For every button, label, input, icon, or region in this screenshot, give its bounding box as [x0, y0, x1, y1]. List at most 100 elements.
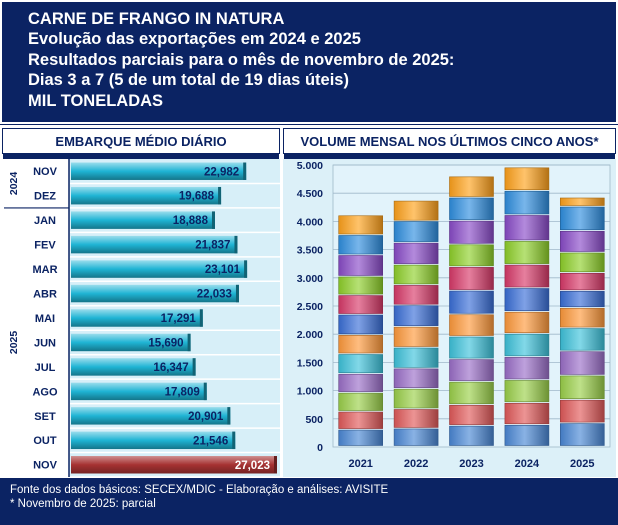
daily-value-label-5: 22,033	[197, 289, 232, 301]
volume-segment-2025-4	[559, 351, 605, 375]
volume-segment-2025-3	[559, 375, 605, 399]
y-tick-label-2: 1.000	[297, 386, 323, 398]
daily-bar-10	[71, 407, 231, 425]
daily-value-label-2: 18,888	[173, 215, 209, 227]
daily-bar-1	[71, 186, 222, 205]
month-label-1: DEZ	[34, 191, 56, 203]
volume-segment-2024-5	[504, 333, 550, 357]
month-label-6: MAI	[35, 313, 55, 325]
volume-segment-2021-4	[338, 373, 384, 392]
volume-segment-2023-2	[449, 404, 494, 425]
month-label-9: AGO	[32, 386, 58, 398]
daily-value-label-12: 27,023	[235, 460, 270, 472]
volume-segment-2021-1	[338, 429, 384, 446]
y-tick-label-4: 2.000	[297, 329, 323, 341]
volume-segment-2024-12	[504, 167, 550, 191]
volume-segment-2021-3	[338, 392, 384, 411]
daily-bar-0	[71, 162, 247, 180]
report-days-note: Dias 3 a 7 (5 de um total de 19 dias úte…	[28, 71, 349, 90]
volume-segment-2023-5	[449, 336, 494, 359]
volume-segment-2022-12	[393, 200, 439, 221]
partial-month-note: * Novembro de 2025: parcial	[10, 498, 156, 510]
volume-segment-2025-6	[559, 307, 605, 328]
report-partial-note: Resultados parciais para o mês de novemb…	[28, 50, 455, 69]
daily-bar-11	[71, 431, 236, 450]
y-tick-label-9: 4.500	[297, 188, 323, 200]
daily-shipment-svg: 2024 2025 NOV 22,982 DEZ 19,688 JAN 18,888 FEV 21…	[2, 159, 280, 478]
volume-segment-2024-4	[504, 357, 550, 380]
month-label-11: OUT	[33, 435, 57, 447]
daily-value-label-6: 17,291	[161, 313, 197, 325]
volume-segment-2022-4	[393, 368, 439, 388]
volume-segment-2021-8	[338, 295, 384, 314]
y-tick-label-1: 500	[305, 414, 323, 426]
y-tick-label-7: 3.500	[297, 245, 323, 257]
footer-banner: Fonte dos dados básicos: SECEX/MDIC - El…	[0, 478, 618, 525]
month-label-0: NOV	[33, 166, 58, 178]
daily-value-label-4: 23,101	[205, 264, 241, 276]
volume-segment-2022-6	[393, 326, 439, 347]
volume-segment-2021-7	[338, 314, 384, 335]
volume-segment-2021-10	[338, 255, 384, 276]
volume-segment-2025-11	[559, 206, 605, 231]
daily-value-label-9: 17,809	[165, 386, 200, 398]
volume-segment-2023-11	[449, 197, 494, 220]
daily-value-label-3: 21,837	[195, 240, 230, 252]
daily-bar-5	[71, 284, 239, 303]
volume-segment-2023-8	[449, 267, 494, 290]
y-tick-label-5: 2.500	[297, 301, 323, 313]
daily-value-label-11: 21,546	[193, 435, 228, 447]
daily-value-label-1: 19,688	[179, 191, 215, 203]
volume-segment-2022-9	[393, 264, 439, 285]
report-subtitle: Evolução das exportações em 2024 e 2025	[28, 30, 361, 49]
volume-segment-2024-9	[504, 241, 550, 264]
x-tick-label-2023: 2023	[459, 458, 483, 470]
volume-segment-2023-7	[449, 290, 494, 314]
volume-segment-2022-5	[393, 347, 439, 368]
volume-segment-2025-7	[559, 291, 605, 308]
volume-segment-2024-10	[504, 215, 550, 241]
volume-segment-2021-6	[338, 335, 384, 354]
volume-segment-2023-4	[449, 359, 494, 381]
volume-segment-2022-7	[393, 305, 439, 326]
y-tick-label-6: 3.000	[297, 273, 323, 285]
year-label-2025: 2025	[8, 331, 20, 355]
volume-segment-2024-3	[504, 380, 550, 403]
daily-bar-7	[71, 333, 191, 352]
y-tick-label-10: 5.000	[297, 160, 323, 172]
daily-shipment-chart: 2024 2025 NOV 22,982 DEZ 19,688 JAN 18,888 FEV 21…	[2, 159, 280, 478]
volume-segment-2023-9	[449, 244, 494, 267]
volume-segment-2024-1	[504, 424, 550, 446]
volume-segment-2022-1	[393, 428, 439, 446]
volume-segment-2025-12	[559, 197, 605, 206]
report-unit: MIL TONELADAS	[28, 91, 164, 110]
volume-segment-2021-12	[338, 215, 384, 235]
volume-segment-2024-8	[504, 264, 550, 288]
month-label-4: MAR	[32, 264, 57, 276]
left-chart-title: EMBARQUE MÉDIO DIÁRIO	[2, 128, 280, 159]
volume-segment-2021-5	[338, 354, 384, 374]
volume-segment-2022-3	[393, 388, 439, 409]
x-tick-label-2024: 2024	[515, 458, 540, 470]
volume-segment-2021-9	[338, 276, 384, 295]
month-label-8: JUL	[35, 362, 56, 374]
y-tick-label-8: 4.000	[297, 216, 323, 228]
month-label-5: ABR	[33, 288, 57, 300]
volume-segment-2024-7	[504, 288, 550, 312]
monthly-volume-chart: 0 500 1.000 1.500 2.000 2.500 3.000 3.500 4.000 4…	[283, 159, 616, 477]
daily-bar-8	[71, 358, 196, 376]
volume-segment-2022-10	[393, 242, 439, 264]
volume-segment-2023-10	[449, 220, 494, 244]
volume-segment-2022-2	[393, 409, 439, 428]
x-tick-label-2022: 2022	[404, 458, 428, 470]
x-tick-label-2021: 2021	[348, 458, 372, 470]
daily-value-label-7: 15,690	[148, 337, 183, 349]
volume-segment-2023-6	[449, 314, 494, 336]
volume-segment-2024-6	[504, 311, 550, 333]
daily-bar-6	[71, 309, 203, 327]
month-label-12: NOV	[33, 460, 58, 472]
volume-segment-2025-8	[559, 272, 605, 291]
data-source-note: Fonte dos dados básicos: SECEX/MDIC - El…	[10, 484, 389, 496]
daily-value-label-0: 22,982	[204, 166, 239, 178]
x-tick-label-2025: 2025	[570, 458, 594, 470]
